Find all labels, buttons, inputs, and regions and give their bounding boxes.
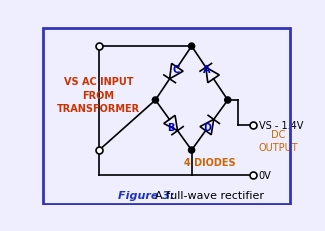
Text: A: A bbox=[203, 65, 211, 75]
Text: A full-wave rectifier: A full-wave rectifier bbox=[155, 190, 265, 200]
Text: C: C bbox=[173, 65, 180, 75]
Text: DC
OUTPUT: DC OUTPUT bbox=[259, 130, 298, 153]
Text: 0V: 0V bbox=[259, 170, 271, 180]
Circle shape bbox=[188, 44, 195, 50]
Text: B: B bbox=[167, 122, 175, 132]
Text: Figure 3:: Figure 3: bbox=[118, 190, 175, 200]
Circle shape bbox=[152, 97, 159, 104]
Text: VS AC INPUT
FROM
TRANSFORMER: VS AC INPUT FROM TRANSFORMER bbox=[57, 77, 140, 113]
Circle shape bbox=[188, 147, 195, 153]
Text: VS - 1.4V: VS - 1.4V bbox=[259, 121, 303, 131]
Text: D: D bbox=[203, 122, 211, 132]
Circle shape bbox=[225, 97, 231, 104]
Text: 4 DIODES: 4 DIODES bbox=[184, 157, 236, 167]
